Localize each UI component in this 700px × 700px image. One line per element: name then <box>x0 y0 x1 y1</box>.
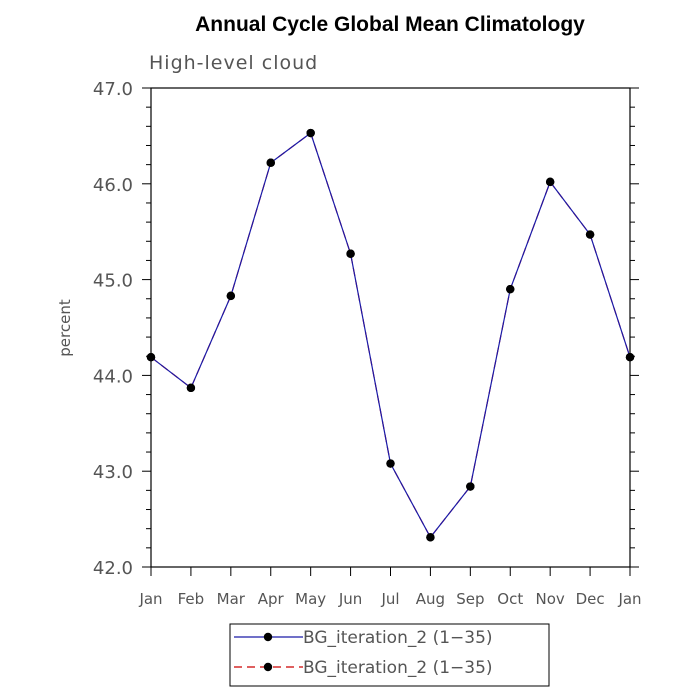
x-tick-label: May <box>295 590 326 608</box>
y-tick-labels: 42.0 43.0 44.0 45.0 46.0 47.0 <box>93 79 133 579</box>
series-line-2 <box>150 132 631 539</box>
x-tick-label: Nov <box>536 590 565 608</box>
y-axis-label: percent <box>56 299 74 357</box>
y-tick-label: 42.0 <box>93 558 133 579</box>
series-1-point <box>386 459 395 468</box>
chart-subtitle: High-level cloud <box>149 52 318 74</box>
x-tick-labels: Jan Feb Mar Apr May Jun Jul Aug Sep Oct Nov Dec Jan <box>138 590 641 608</box>
y-tick-label: 45.0 <box>93 271 133 292</box>
chart-title: Annual Cycle Global Mean Climatology <box>195 13 585 36</box>
legend-label-2: BG_iteration_2 (1−35) <box>303 658 493 678</box>
x-tick-label: Jan <box>617 590 641 608</box>
series-1-point <box>186 383 196 393</box>
x-tick-label: Feb <box>178 590 205 608</box>
series-1-point <box>306 128 315 138</box>
legend-label-1: BG_iteration_2 (1−35) <box>303 628 493 648</box>
y-tick-label: 44.0 <box>93 366 133 387</box>
series-1-point <box>146 352 156 362</box>
x-tick-label: Oct <box>497 590 523 608</box>
legend-box <box>229 623 550 687</box>
x-tick-label: Mar <box>217 590 246 608</box>
series-layer <box>146 128 635 542</box>
plot-frame <box>150 87 631 568</box>
series-1-point <box>266 158 275 167</box>
series-line-1 <box>150 132 631 539</box>
series-1-point <box>545 177 555 187</box>
x-tick-label: Jan <box>138 590 162 608</box>
series-1-point <box>466 482 475 491</box>
series-1-point <box>346 249 355 258</box>
series-1-point <box>226 291 236 301</box>
legend-marker-1 <box>263 632 273 642</box>
series-1-point <box>426 533 435 542</box>
y-tick-label: 46.0 <box>93 175 133 196</box>
series-1-point <box>506 284 515 294</box>
y-tick-label: 47.0 <box>93 79 133 100</box>
x-tick-label: Jul <box>380 590 399 608</box>
legend: BG_iteration_2 (1−35) BG_iteration_2 (1−… <box>229 623 550 687</box>
x-tick-label: Jun <box>338 590 362 608</box>
axis-ticks <box>142 87 639 576</box>
x-tick-label: Apr <box>258 590 285 608</box>
x-tick-label: Dec <box>576 590 605 608</box>
y-tick-label: 43.0 <box>93 462 133 483</box>
legend-marker-2 <box>263 662 273 672</box>
series-1-point <box>585 230 595 239</box>
x-tick-label: Aug <box>416 590 445 608</box>
x-tick-label: Sep <box>456 590 484 608</box>
series-1-point <box>625 352 635 362</box>
